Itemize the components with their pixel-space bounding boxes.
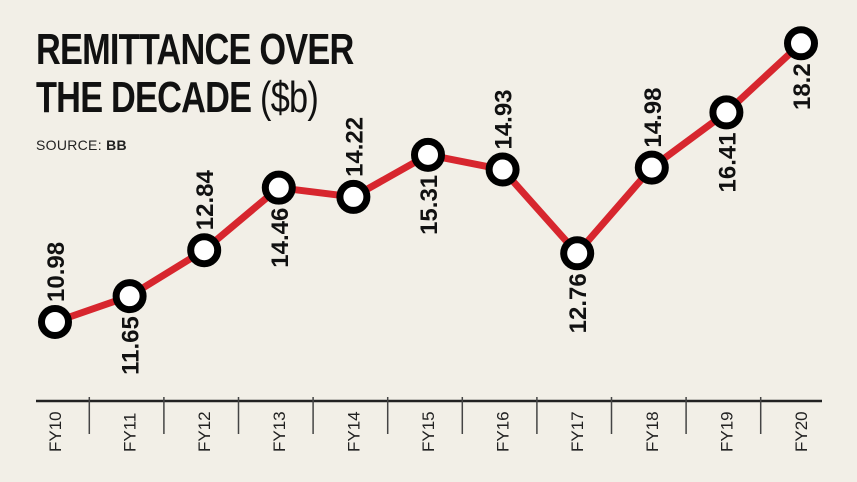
data-value-label: 18.2: [789, 63, 816, 110]
data-value-label: 10.98: [43, 242, 70, 302]
x-tick-label: FY12: [195, 411, 214, 452]
data-point-marker: [187, 233, 222, 268]
title-line-1: REMITTANCE OVER: [36, 25, 354, 74]
data-point-marker: [336, 179, 371, 214]
data-value-label: 12.76: [565, 273, 592, 333]
data-value-label: 14.46: [267, 208, 294, 268]
source-label: SOURCE:: [36, 137, 107, 153]
data-point-marker: [784, 26, 818, 61]
data-value-label: 14.98: [640, 88, 667, 148]
x-tick-label: FY16: [494, 411, 513, 452]
data-point-marker: [485, 152, 520, 187]
data-point-marker: [38, 305, 72, 339]
data-point-marker: [261, 170, 296, 205]
data-point-marker: [634, 150, 669, 185]
x-tick-label: FY19: [717, 411, 736, 452]
x-tick-label: FY10: [46, 411, 65, 452]
title-unit: ($b): [260, 73, 319, 122]
x-tick-label: FY15: [419, 411, 438, 452]
x-tick-label: FY17: [568, 411, 587, 452]
data-value-label: 16.41: [714, 132, 741, 192]
source-value: BB: [106, 137, 127, 153]
x-tick-label: FY11: [121, 413, 140, 452]
data-value-label: 12.84: [192, 169, 219, 230]
title-line-2: THE DECADE ($b): [36, 74, 354, 122]
x-tick-label: FY14: [344, 411, 363, 452]
data-value-label: 15.31: [416, 175, 443, 235]
chart-title: REMITTANCE OVER THE DECADE ($b): [36, 26, 354, 122]
data-point-marker: [709, 95, 744, 130]
data-point-marker: [112, 279, 147, 314]
x-tick-label: FY18: [643, 411, 662, 452]
x-tick-label: FY13: [270, 411, 289, 452]
source-note: SOURCE: BB: [36, 137, 127, 153]
data-point-marker: [560, 236, 595, 271]
x-tick-label: FY20: [792, 411, 811, 452]
data-value-label: 11.65: [118, 316, 145, 375]
data-point-marker: [411, 137, 445, 172]
data-value-label: 14.93: [491, 89, 518, 149]
data-value-label: 14.22: [341, 117, 368, 177]
title-main: THE DECADE: [36, 73, 261, 122]
